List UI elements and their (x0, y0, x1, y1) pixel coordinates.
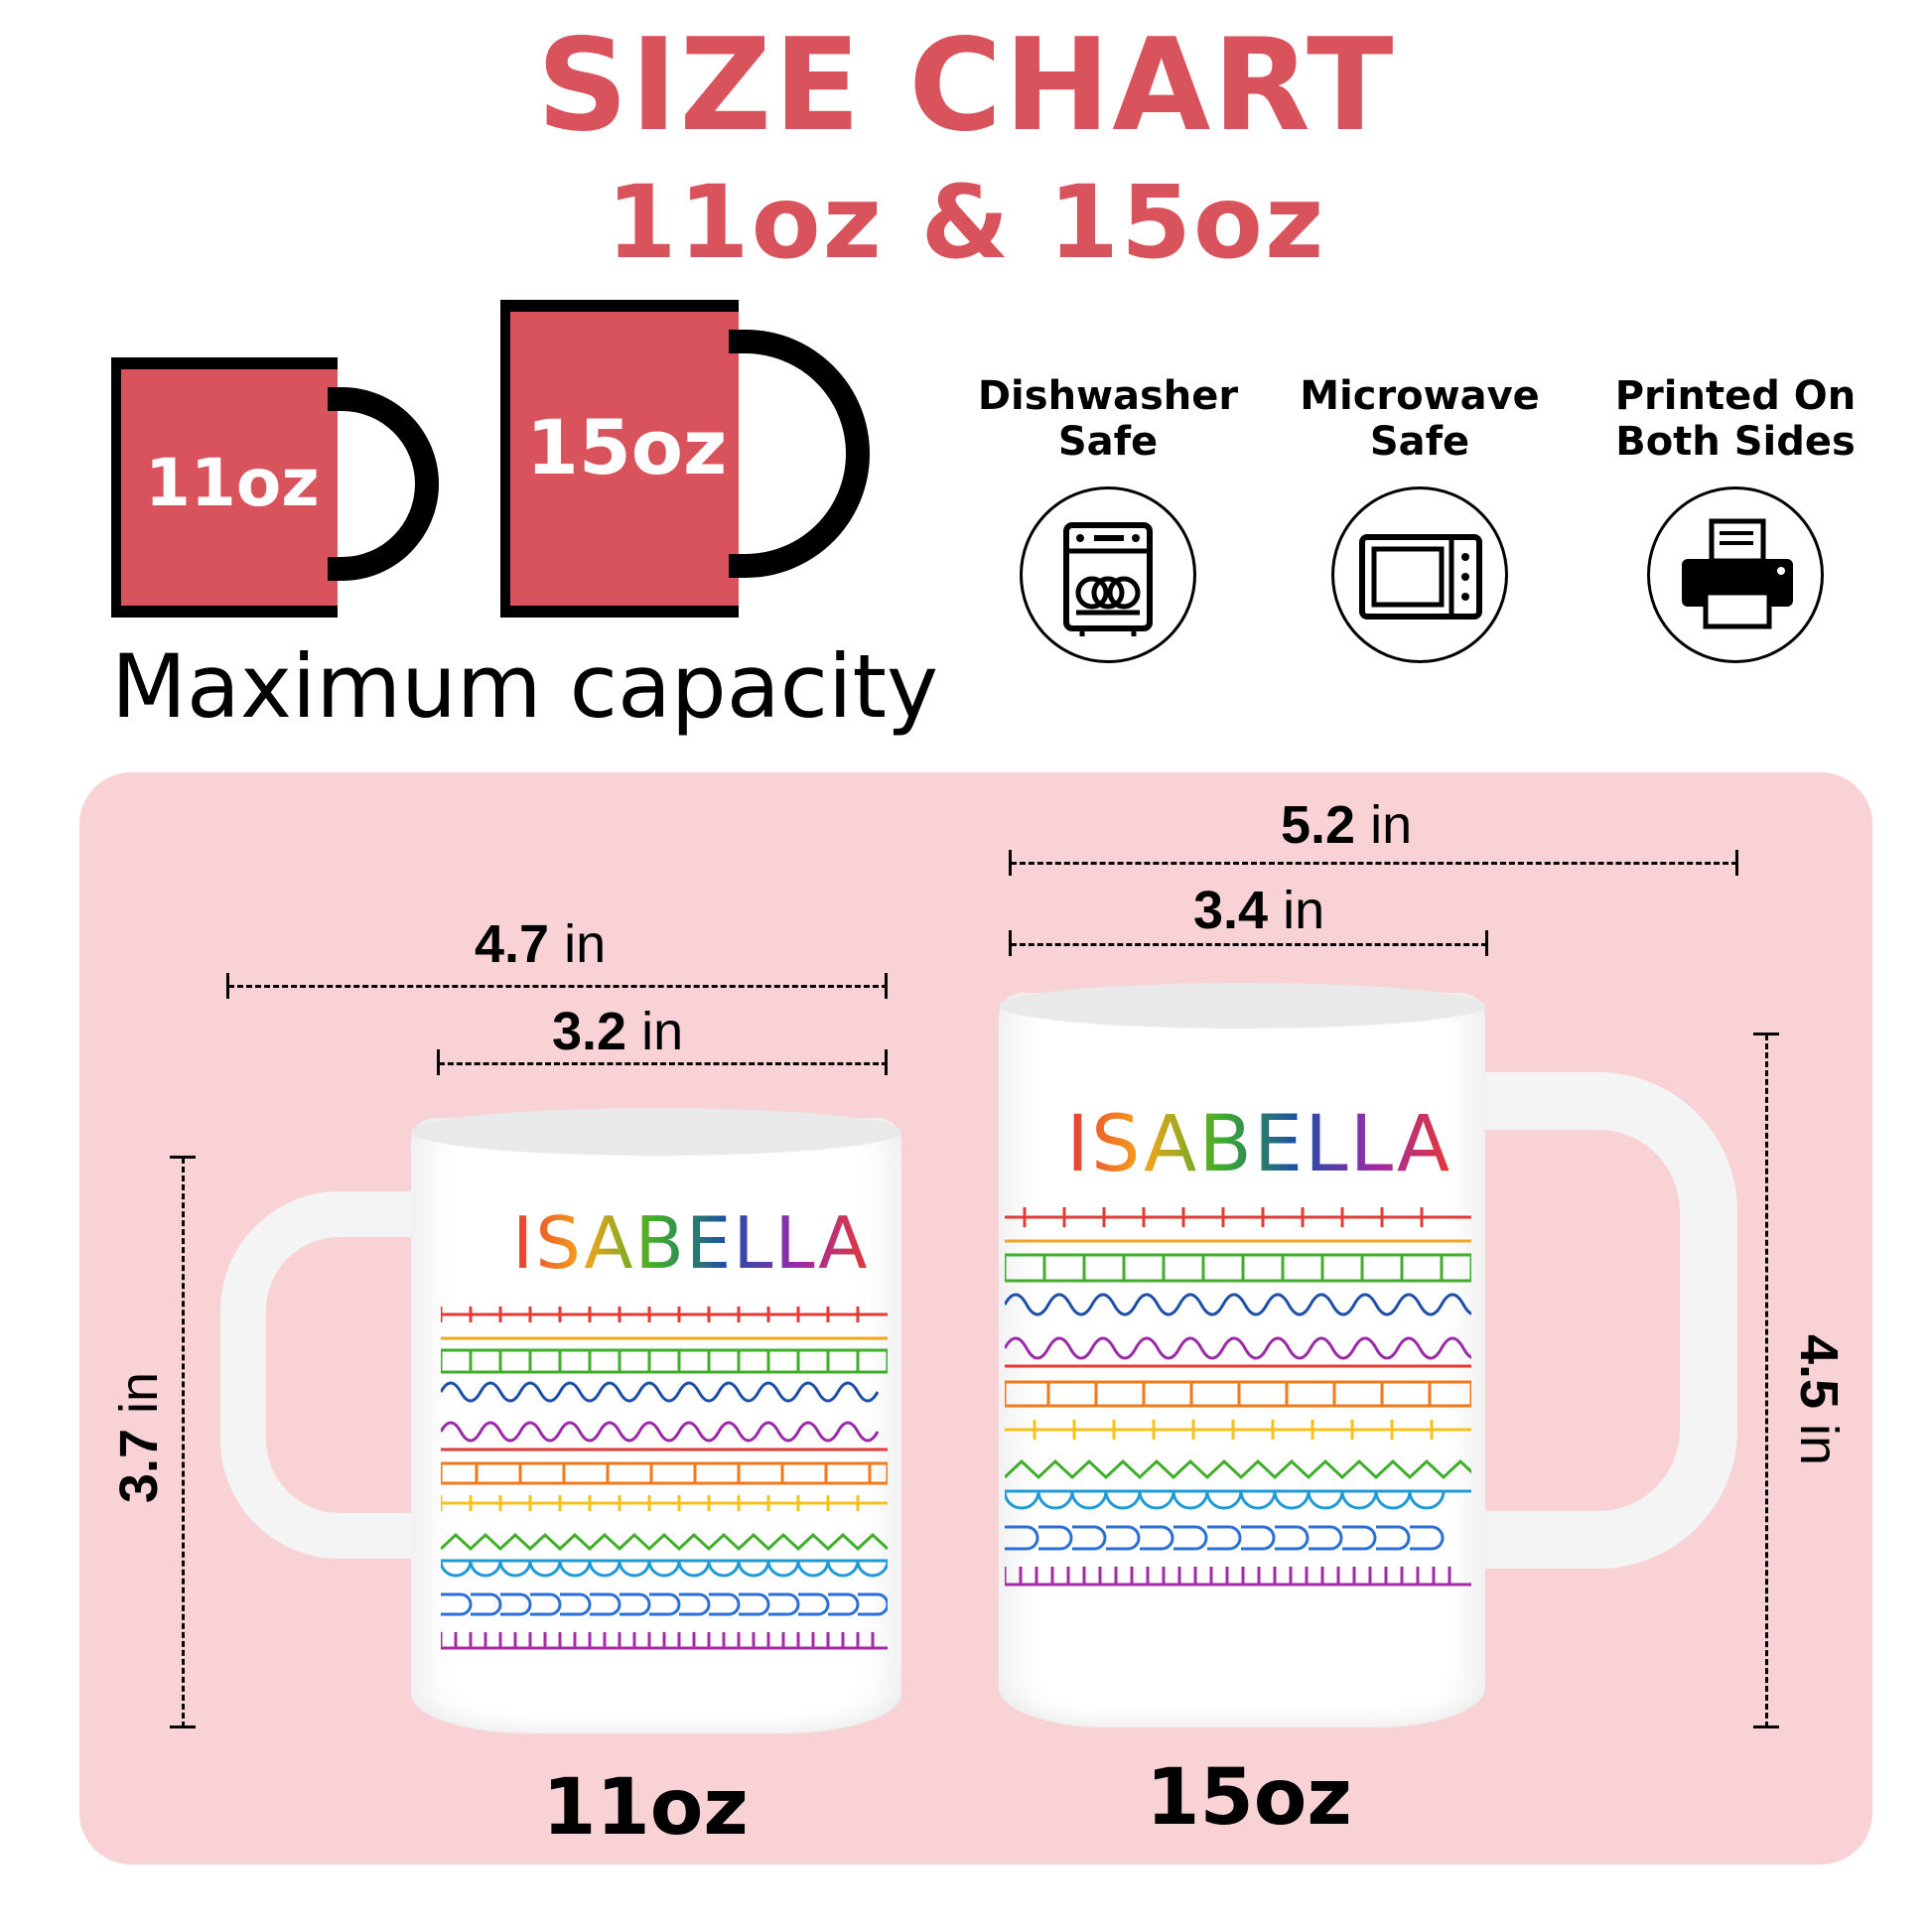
tick (170, 1156, 196, 1159)
tick (170, 1725, 196, 1728)
dim-11oz-body-width-line (439, 1062, 888, 1065)
dim-15oz-total-width-value: 5.2 (1281, 795, 1356, 855)
tick (1009, 850, 1012, 876)
dim-11oz-height-line (182, 1158, 185, 1727)
dim-11oz-total-width: 4.7 in (475, 913, 606, 975)
capacity-small-label: 11oz (145, 445, 320, 521)
capacity-caption: Maximum capacity (111, 635, 939, 738)
feature-dishwasher-line2: Safe (1057, 419, 1159, 465)
dim-11oz-total-width-value: 4.7 (475, 914, 550, 974)
tick (1735, 850, 1738, 876)
dim-15oz-height-value: 4.5 (1789, 1333, 1849, 1410)
mug-15oz-label: 15oz (1146, 1753, 1352, 1843)
dim-15oz-height-line (1765, 1035, 1768, 1727)
dim-11oz-height: 3.7 in (108, 1372, 170, 1503)
dim-15oz-total-width-line (1011, 862, 1737, 865)
page-title: SIZE CHART (536, 12, 1396, 160)
tick (1485, 930, 1488, 956)
mug-15oz-name: ISABELLA (1066, 1100, 1452, 1189)
dishwasher-icon (1063, 522, 1153, 636)
mug-15oz-image: ISABELLA (993, 983, 1747, 1737)
mug-15oz-pattern (1005, 1207, 1471, 1587)
tick (1009, 930, 1012, 956)
tick (885, 973, 888, 999)
tick (226, 973, 229, 999)
dim-11oz-total-width-unit: in (564, 914, 607, 974)
page-subtitle: 11oz & 15oz (606, 164, 1326, 282)
dim-11oz-body-width: 3.2 in (552, 1001, 683, 1062)
capacity-mug-small: 11oz (111, 357, 439, 618)
dim-15oz-body-width-unit: in (1283, 881, 1325, 940)
tick (885, 1049, 888, 1075)
microwave-icon (1359, 534, 1482, 620)
feature-dishwasher-line1: Dishwasher (977, 373, 1239, 419)
dim-11oz-height-unit: in (109, 1371, 169, 1414)
tick (437, 1049, 440, 1075)
dim-15oz-body-width-value: 3.4 (1193, 881, 1269, 940)
feature-microwave-line1: Microwave (1300, 373, 1540, 419)
mug-11oz-label: 11oz (542, 1763, 749, 1853)
dim-11oz-height-value: 3.7 (109, 1428, 169, 1504)
feature-printed-line1: Printed On (1614, 373, 1857, 419)
printer-icon (1682, 518, 1793, 629)
mug-11oz-image: ISABELLA (212, 1102, 907, 1737)
dim-15oz-height: 4.5 in (1788, 1334, 1850, 1465)
feature-printed: Printed On Both Sides (1577, 373, 1894, 671)
dimensions-panel (79, 772, 1872, 1864)
feature-printed-line2: Both Sides (1615, 419, 1856, 465)
dim-11oz-total-width-line (228, 985, 888, 988)
tick (1753, 1033, 1779, 1035)
mug-11oz-pattern (441, 1307, 888, 1650)
dim-15oz-total-width: 5.2 in (1281, 794, 1412, 856)
dim-15oz-body-width-line (1011, 943, 1487, 946)
feature-microwave: Microwave Safe (1261, 373, 1579, 671)
mug-11oz-name: ISABELLA (512, 1201, 870, 1285)
capacity-large-label: 15oz (526, 403, 728, 491)
dim-11oz-body-width-unit: in (641, 1002, 684, 1061)
feature-dishwasher: Dishwasher Safe (949, 373, 1267, 671)
dim-15oz-height-unit: in (1789, 1424, 1849, 1466)
tick (1753, 1725, 1779, 1728)
capacity-mug-large: 15oz (500, 300, 870, 618)
dim-15oz-total-width-unit: in (1370, 795, 1413, 855)
dim-15oz-body-width: 3.4 in (1193, 880, 1324, 941)
feature-microwave-line2: Safe (1369, 419, 1470, 465)
dim-11oz-body-width-value: 3.2 (552, 1002, 627, 1061)
